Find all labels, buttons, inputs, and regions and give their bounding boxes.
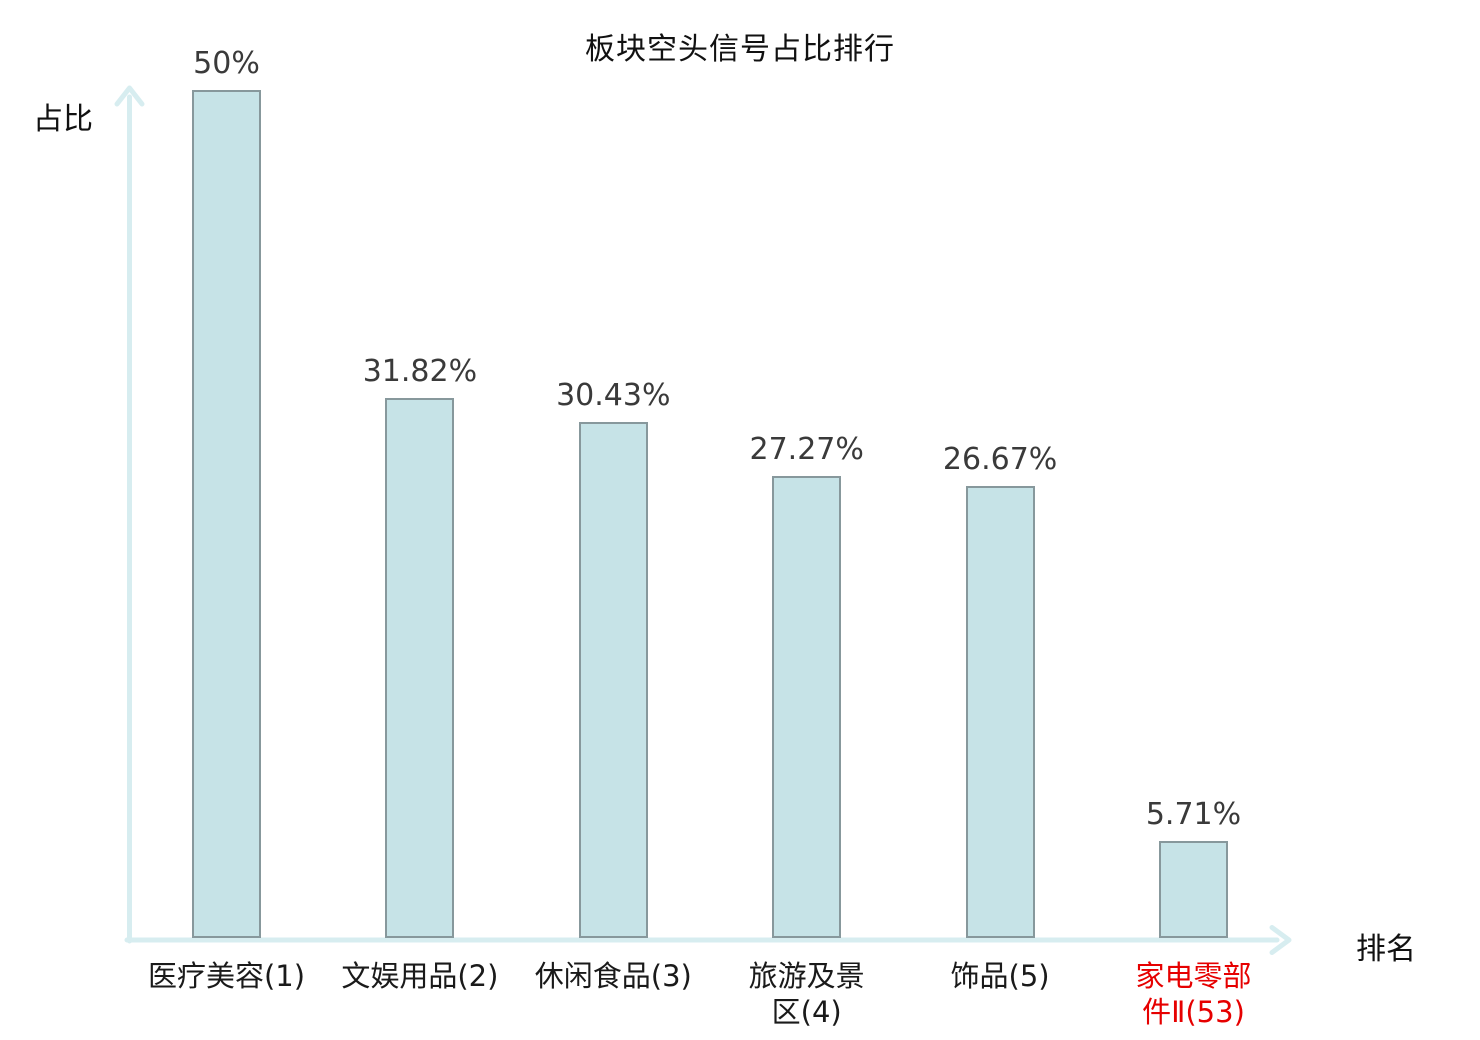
bar-value-label: 30.43% bbox=[556, 377, 671, 413]
y-axis-label: 占比 bbox=[33, 102, 93, 137]
bar bbox=[578, 421, 648, 938]
bar-value-label: 5.71% bbox=[1145, 797, 1242, 833]
y-axis-arrow-icon bbox=[114, 85, 145, 107]
x-axis-arrow-icon bbox=[1269, 925, 1292, 955]
bar-value-label: 26.67% bbox=[942, 441, 1058, 477]
bar-value-label: 50% bbox=[193, 46, 260, 81]
bar-category-label: 休闲食品(3) bbox=[534, 959, 692, 993]
bar-category-label: 医疗美容(1) bbox=[147, 959, 306, 993]
axis-lines bbox=[114, 85, 1292, 955]
bar-category-label: 文娱用品(2) bbox=[341, 959, 499, 993]
bar-value-label: 27.27% bbox=[749, 431, 864, 467]
bar-category-label: 家电零部 件Ⅱ(53) bbox=[1135, 959, 1252, 1029]
bar-category-label: 旅游及景 区(4) bbox=[748, 959, 865, 1029]
chart-title: 板块空头信号占比排行 bbox=[585, 32, 895, 67]
x-axis-label: 排名 bbox=[1356, 932, 1416, 967]
bar bbox=[772, 475, 842, 938]
bar bbox=[385, 398, 455, 938]
bar bbox=[1159, 841, 1228, 938]
bar-value-label: 31.82% bbox=[362, 354, 478, 390]
bar-category-label: 饰品(5) bbox=[950, 959, 1050, 993]
bar bbox=[192, 90, 261, 938]
bar bbox=[965, 485, 1035, 938]
